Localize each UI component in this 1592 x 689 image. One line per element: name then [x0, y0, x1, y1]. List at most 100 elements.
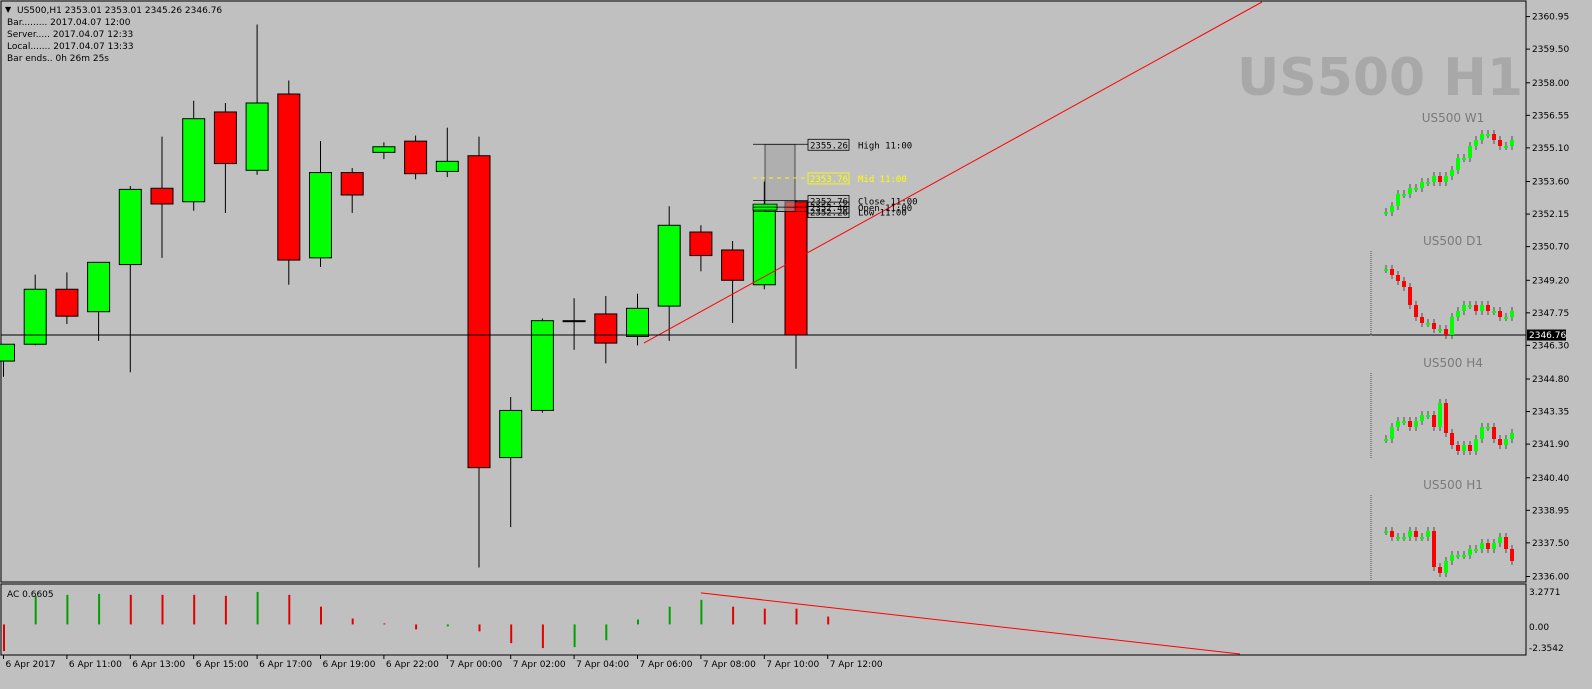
candle[interactable] — [689, 225, 713, 272]
candle-body — [435, 160, 459, 172]
bar-marker-price-box — [807, 206, 850, 219]
candle[interactable] — [23, 274, 47, 346]
price-tick-label: 2347.75 — [1532, 309, 1569, 319]
candle[interactable] — [309, 141, 332, 267]
mini-candle-body — [1390, 531, 1394, 537]
time-tick-label: 6 Apr 19:00 — [323, 660, 376, 670]
bar-marker-label: Low 11:00 — [858, 209, 907, 219]
info-local-time: Local....... 2017.04.07 13:33 — [7, 42, 134, 52]
indicator-label: AC 0.6605 — [7, 590, 54, 600]
mini-candle-body — [1426, 182, 1430, 184]
candle[interactable] — [0, 343, 15, 377]
mini-candle-body — [1384, 531, 1388, 533]
candle[interactable] — [277, 80, 301, 285]
mini-candle-body — [1456, 311, 1460, 317]
price-axis[interactable]: 2360.95 2359.50 2358.00 2356.55 2355.10 2353.… — [1526, 13, 1569, 583]
candle[interactable] — [118, 186, 142, 373]
mini-candle-body — [1474, 439, 1478, 451]
candle[interactable] — [562, 298, 586, 350]
mini-candle-body — [1504, 317, 1508, 319]
mini-candle-body — [1438, 403, 1442, 427]
candle-body — [0, 343, 15, 362]
mini-candle-body — [1408, 188, 1412, 194]
indicator-plot-frame — [0, 583, 1527, 656]
time-axis[interactable]: 6 Apr 2017 6 Apr 11:00 6 Apr 13:00 6 Apr 15… — [3, 655, 883, 670]
mini-candle-body — [1420, 537, 1424, 539]
mini-candle-body — [1396, 537, 1400, 539]
time-tick-label: 7 Apr 06:00 — [640, 660, 693, 670]
price-tick-label: 2355.10 — [1532, 144, 1569, 154]
candle[interactable] — [87, 261, 111, 341]
mini-candle-body — [1462, 445, 1466, 451]
bar-marker-label: Mid 11:00 — [858, 175, 907, 185]
mini-candle-body — [1432, 176, 1436, 182]
candle[interactable] — [340, 168, 364, 213]
symbol-watermark: US500 H1 — [1237, 48, 1523, 108]
mini-panels: US500 W1 US500 D1 US500 H4 US500 H1 — [1370, 111, 1514, 581]
candle[interactable] — [467, 136, 491, 568]
candle-body — [23, 288, 47, 345]
mini-candle-body — [1468, 305, 1472, 307]
mini-candle-body — [1450, 317, 1454, 335]
mini-candle-body — [1444, 329, 1448, 335]
bar-marker-price-box — [807, 172, 850, 185]
time-tick-label: 7 Apr 00:00 — [449, 660, 502, 670]
candle[interactable] — [404, 135, 428, 180]
candle-body — [626, 307, 649, 337]
mini-candle-body — [1444, 176, 1448, 182]
candle[interactable] — [182, 100, 206, 211]
mini-candle-body — [1408, 531, 1412, 537]
candle[interactable] — [435, 127, 459, 178]
indicator-tick-max: 3.2771 — [1529, 588, 1561, 598]
time-tick-label: 7 Apr 08:00 — [703, 660, 756, 670]
trendline-main[interactable] — [643, 1, 1263, 344]
candle[interactable] — [150, 136, 174, 258]
mini-candle-body — [1498, 537, 1502, 543]
candle[interactable] — [213, 102, 237, 213]
candle-series[interactable] — [0, 24, 808, 568]
mini-panel-label: US500 D1 — [1423, 234, 1483, 248]
candle-body — [277, 93, 301, 261]
mini-candle-body — [1396, 275, 1400, 281]
candle-body — [784, 201, 808, 336]
mini-candle-body — [1438, 329, 1442, 331]
candle[interactable] — [657, 206, 681, 341]
price-tick-label: 2344.80 — [1532, 375, 1569, 385]
price-tick-label: 2346.30 — [1532, 341, 1569, 351]
mini-candle-body — [1396, 194, 1400, 206]
mini-candle-body — [1420, 317, 1424, 323]
mini-candle-body — [1420, 182, 1424, 188]
collapse-arrow-icon[interactable]: ▼ — [5, 5, 12, 14]
mini-candle-body — [1462, 555, 1466, 557]
mini-candle-body — [1384, 212, 1388, 214]
bar-marker-price-box — [807, 138, 850, 151]
candle[interactable] — [530, 318, 554, 413]
candle-body — [467, 155, 491, 469]
candle-body — [594, 313, 618, 344]
mini-candle-body — [1504, 537, 1508, 549]
mini-panel-label: US500 W1 — [1422, 111, 1485, 125]
candle[interactable] — [372, 142, 396, 160]
time-tick-label: 6 Apr 13:00 — [132, 660, 185, 670]
candle[interactable] — [245, 24, 269, 175]
candle[interactable] — [499, 396, 523, 528]
mini-candle-body — [1408, 287, 1412, 305]
current-price-tag: 2346.76 — [1527, 329, 1566, 341]
ac-indicator-bars[interactable] — [3, 591, 830, 652]
price-tick-label: 2360.95 — [1532, 13, 1569, 23]
current-price-value: 2346.76 — [1529, 331, 1566, 341]
trendline-indicator[interactable] — [700, 592, 1241, 655]
candle[interactable] — [721, 241, 745, 323]
mini-candle-body — [1438, 176, 1442, 182]
candle[interactable] — [55, 272, 79, 325]
candle[interactable] — [626, 293, 649, 346]
mini-candle-body — [1384, 269, 1388, 271]
mini-candle-body — [1462, 158, 1466, 160]
mini-candle-body — [1432, 531, 1436, 567]
candle[interactable] — [594, 295, 618, 364]
time-tick-label: 6 Apr 2017 — [6, 660, 56, 670]
mini-candle-body — [1504, 146, 1508, 148]
indicator-axis: 3.2771 0.00 -2.3542 — [1529, 588, 1564, 654]
